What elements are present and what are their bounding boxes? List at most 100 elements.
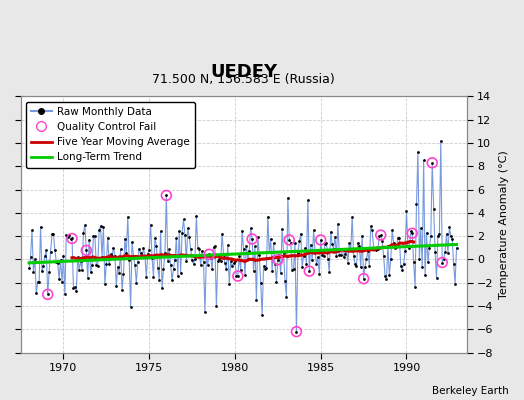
Point: [106, 251, 115, 257]
Point: [401, 248, 409, 254]
Point: [35, 278, 43, 285]
Point: [235, 253, 244, 260]
Point: [125, 257, 134, 263]
Point: [175, 228, 183, 234]
Point: [324, 256, 332, 262]
Point: [155, 276, 163, 283]
Point: [272, 278, 281, 285]
Point: [397, 263, 405, 269]
Point: [185, 234, 193, 240]
Point: [57, 256, 65, 263]
Point: [34, 278, 42, 285]
Point: [42, 247, 50, 254]
Point: [82, 247, 91, 254]
Point: [377, 232, 385, 238]
Point: [61, 291, 69, 297]
Point: [201, 309, 209, 315]
Point: [336, 252, 345, 259]
Point: [365, 262, 374, 269]
Point: [72, 288, 81, 294]
Point: [248, 236, 256, 242]
Point: [115, 269, 123, 276]
Point: [206, 255, 215, 262]
Point: [130, 262, 139, 268]
Point: [424, 259, 432, 266]
Point: [31, 256, 39, 262]
Point: [334, 221, 342, 227]
Point: [118, 287, 126, 293]
Point: [211, 243, 219, 250]
Point: [287, 239, 295, 246]
Point: [257, 279, 265, 286]
Point: [187, 246, 195, 252]
Point: [308, 257, 316, 264]
Point: [258, 312, 266, 318]
Point: [305, 268, 313, 274]
Point: [378, 238, 386, 244]
Point: [245, 248, 254, 254]
Point: [275, 252, 283, 258]
Point: [38, 268, 46, 274]
Point: [358, 232, 366, 239]
Point: [434, 232, 442, 239]
Point: [248, 236, 256, 242]
Point: [104, 234, 112, 241]
Point: [361, 264, 369, 270]
Point: [285, 237, 293, 243]
Point: [350, 253, 358, 259]
Point: [321, 241, 329, 248]
Point: [268, 268, 276, 274]
Point: [161, 250, 169, 256]
Point: [368, 227, 376, 234]
Point: [195, 246, 203, 252]
Point: [292, 328, 301, 335]
Point: [435, 231, 443, 238]
Point: [440, 256, 448, 262]
Point: [278, 226, 286, 232]
Point: [105, 261, 113, 268]
Point: [183, 225, 192, 231]
Point: [152, 242, 160, 249]
Point: [377, 232, 385, 238]
Point: [75, 266, 83, 273]
Point: [142, 274, 150, 280]
Point: [102, 260, 111, 267]
Point: [316, 237, 325, 243]
Point: [225, 281, 233, 288]
Point: [391, 245, 399, 251]
Point: [314, 254, 322, 261]
Point: [277, 270, 285, 276]
Point: [158, 285, 166, 291]
Point: [421, 272, 429, 278]
Point: [196, 262, 205, 268]
Point: [159, 266, 168, 272]
Point: [417, 225, 425, 232]
Point: [244, 256, 252, 262]
Text: 71.500 N, 136.583 E (Russia): 71.500 N, 136.583 E (Russia): [152, 73, 335, 86]
Point: [431, 248, 439, 255]
Point: [171, 256, 179, 263]
Point: [301, 245, 309, 252]
Point: [340, 254, 348, 260]
Point: [132, 279, 140, 286]
Point: [383, 276, 391, 282]
Point: [168, 277, 176, 284]
Point: [111, 252, 119, 259]
Point: [412, 201, 421, 207]
Point: [394, 235, 402, 241]
Point: [65, 232, 73, 238]
Point: [369, 244, 378, 251]
Point: [224, 242, 232, 248]
Point: [162, 192, 170, 199]
Point: [355, 242, 364, 249]
Point: [451, 280, 459, 287]
Text: Berkeley Earth: Berkeley Earth: [432, 386, 508, 396]
Point: [452, 245, 461, 251]
Point: [388, 227, 396, 233]
Point: [28, 227, 36, 234]
Point: [129, 253, 138, 259]
Point: [216, 258, 225, 264]
Point: [204, 262, 212, 268]
Point: [239, 246, 248, 253]
Point: [43, 291, 52, 298]
